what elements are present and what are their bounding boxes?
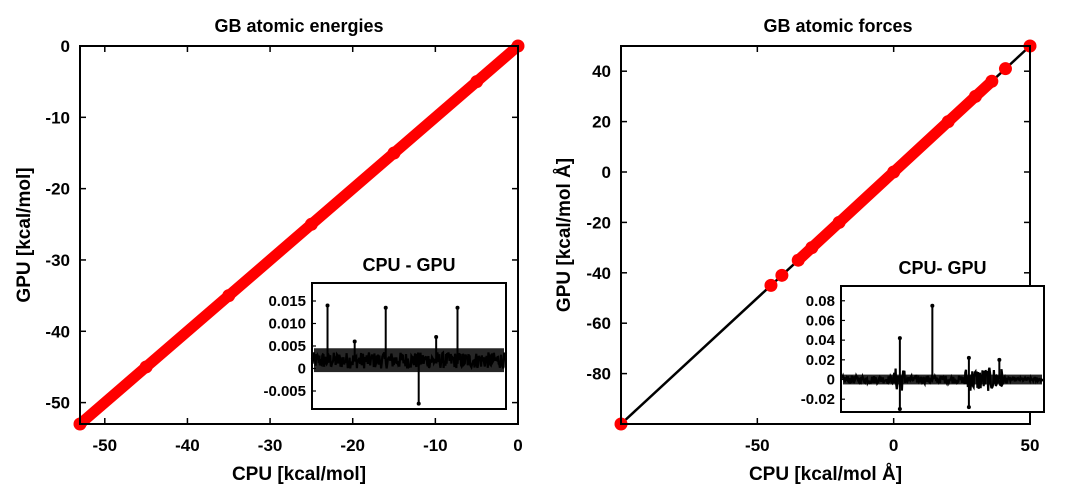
y-tick-label: -20: [45, 180, 70, 199]
data-point: [139, 360, 153, 374]
energies-panel: GB atomic energies -50 -40 -30 -20 -10 0 -50 -40…: [14, 16, 525, 485]
x-tick-label: -50: [745, 436, 770, 455]
data-point: [998, 62, 1012, 76]
plot-frame: [620, 45, 1031, 425]
inset-y-tick-label: 0.08: [806, 293, 835, 310]
inset-spike-marker: [966, 405, 971, 410]
y-tick-label: -50: [45, 394, 70, 413]
inset-band: [843, 374, 1042, 385]
data-point: [304, 217, 318, 231]
y-tick-label: -30: [45, 251, 70, 270]
inset-y-tick-label: 0.04: [806, 332, 836, 349]
data-point: [832, 215, 846, 229]
y-tick-label: -20: [586, 213, 611, 232]
inset-spike-marker: [897, 407, 902, 412]
forces-panel: GB atomic forces -50 0 50 -80 -60 -40 -20 0 20 40 C…: [554, 16, 1045, 485]
inset-y-tick-label: -0.02: [801, 391, 835, 408]
chart-title: GB atomic forces: [763, 16, 912, 36]
data-point: [764, 278, 778, 292]
inset-spike-marker: [416, 401, 421, 406]
inset-spike-marker: [897, 336, 902, 341]
inset-spike-marker: [352, 339, 357, 344]
inset-y-tick-label: 0.06: [806, 312, 835, 329]
inset-band: [314, 348, 504, 373]
inset-spike-marker: [434, 335, 439, 339]
data-point: [775, 268, 789, 282]
inset-frame: [840, 285, 1045, 413]
x-tick-label: 50: [1021, 436, 1040, 455]
inset-spike-marker: [455, 305, 460, 310]
chart-title: GB atomic energies: [214, 16, 383, 36]
data-point: [805, 241, 819, 255]
x-tick-label: -10: [423, 436, 448, 455]
x-tick-label: 0: [889, 436, 898, 455]
x-tick-label: 0: [513, 436, 522, 455]
inset-y-tick-label: 0.015: [268, 293, 306, 310]
y-tick-label: 0: [602, 163, 611, 182]
inset-background: [841, 286, 1044, 412]
y-tick-label: 0: [61, 37, 70, 56]
inset-title: CPU- GPU: [898, 258, 986, 278]
data-band: [74, 40, 524, 430]
data-point: [222, 289, 236, 303]
inset-spike-marker: [966, 355, 971, 360]
inset-y-tick-label: 0.02: [806, 352, 835, 369]
data-point: [887, 165, 901, 179]
x-tick-label: -40: [175, 436, 200, 455]
x-tick-label: -50: [93, 436, 118, 455]
inset-spike-marker: [997, 357, 1002, 362]
y-tick-label: 20: [592, 113, 611, 132]
inset-y-tick-label: -0.005: [263, 383, 306, 400]
inset-title: CPU - GPU: [362, 255, 455, 275]
inset-spike-marker: [383, 305, 388, 310]
data-point: [968, 89, 982, 103]
x-tick-label: -30: [258, 436, 283, 455]
y-tick-label: 40: [592, 62, 611, 81]
data-point: [941, 115, 955, 129]
data-point: [387, 146, 401, 160]
x-axis-label: CPU [kcal/mol Å]: [749, 464, 902, 485]
y-tick-label: -80: [586, 365, 611, 384]
y-tick-label: -60: [586, 314, 611, 333]
inset-background: [312, 283, 506, 409]
inset-y-tick-label: 0.005: [268, 338, 306, 355]
plot-frame: [79, 45, 519, 425]
y-tick-label: -40: [586, 264, 611, 283]
inset-y-tick-label: 0: [827, 372, 835, 389]
inset-plot: CPU - GPU -0.005 0 0.005 0.010 0.015: [263, 255, 508, 410]
inset-y-tick-label: 0: [298, 361, 306, 378]
y-axis-label: GPU [kcal/mol Å]: [554, 158, 575, 312]
inset-spike-marker: [930, 303, 935, 308]
y-tick-label: -40: [45, 322, 70, 341]
y-tick-label: -10: [45, 108, 70, 127]
inset-y-tick-label: 0.010: [268, 316, 306, 333]
inset-plot: CPU- GPU -0.02 0 0.02 0.04 0.06 0.08: [801, 258, 1045, 413]
x-tick-label: -20: [340, 436, 365, 455]
x-axis-label: CPU [kcal/mol]: [232, 464, 366, 485]
data-point: [985, 74, 999, 88]
data-point: [470, 75, 484, 89]
inset-spike-marker: [325, 303, 330, 308]
y-axis-label: GPU [kcal/mol]: [14, 167, 35, 302]
data-point: [791, 253, 805, 267]
